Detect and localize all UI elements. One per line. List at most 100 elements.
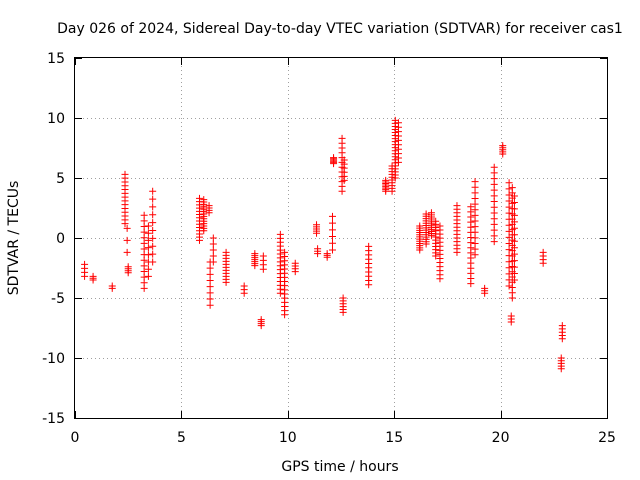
data-point xyxy=(505,209,513,217)
x-tick-label: 5 xyxy=(177,430,186,446)
data-point xyxy=(505,179,513,187)
data-point xyxy=(505,264,513,272)
data-point xyxy=(328,219,336,227)
data-point xyxy=(365,242,373,250)
data-point xyxy=(510,276,518,284)
data-point xyxy=(505,185,513,193)
plot-border xyxy=(74,57,608,419)
data-point xyxy=(206,295,214,303)
data-point xyxy=(510,237,518,245)
data-point xyxy=(539,248,547,256)
data-point xyxy=(510,257,518,265)
data-point xyxy=(200,196,208,204)
data-point xyxy=(149,211,157,219)
data-point xyxy=(510,270,518,278)
data-point xyxy=(149,195,157,203)
data-point xyxy=(108,282,116,290)
data-point xyxy=(510,198,518,206)
data-point xyxy=(281,248,289,256)
data-point xyxy=(123,236,131,244)
data-point xyxy=(471,178,479,186)
data-point xyxy=(149,258,157,266)
data-point xyxy=(144,272,152,280)
data-point xyxy=(209,258,217,266)
x-tick-label: 0 xyxy=(71,430,80,446)
data-point xyxy=(510,224,518,232)
y-tick-label: 15 xyxy=(47,51,65,67)
data-point xyxy=(149,242,157,250)
data-point xyxy=(510,192,518,200)
y-tick-label: -15 xyxy=(42,411,65,427)
data-point xyxy=(557,354,565,362)
data-point xyxy=(328,212,336,220)
data-point xyxy=(510,218,518,226)
data-point xyxy=(510,211,518,219)
data-point xyxy=(510,231,518,239)
data-point xyxy=(490,163,498,171)
data-point xyxy=(481,284,489,292)
data-point xyxy=(339,294,347,302)
data-point xyxy=(313,221,321,229)
x-tick-label: 15 xyxy=(385,430,403,446)
data-point xyxy=(257,316,265,324)
data-point xyxy=(505,258,513,266)
data-point xyxy=(205,202,213,210)
data-point xyxy=(328,246,336,254)
data-point xyxy=(507,312,515,320)
data-point xyxy=(123,248,131,256)
data-point xyxy=(206,289,214,297)
axis-ticks: 0 5 10 15 20 25 -15 -10 -5 0 5 10 15 xyxy=(42,51,616,446)
data-point xyxy=(209,234,217,242)
data-point xyxy=(505,203,513,211)
data-point xyxy=(328,239,336,247)
data-point xyxy=(206,277,214,285)
data-point xyxy=(505,221,513,229)
data-point xyxy=(144,236,152,244)
data-point xyxy=(209,240,217,248)
data-point xyxy=(328,233,336,241)
data-point xyxy=(144,244,152,252)
data-point xyxy=(259,252,267,260)
data-point xyxy=(510,244,518,252)
grid xyxy=(75,58,607,418)
data-point xyxy=(338,134,346,142)
data-point xyxy=(505,227,513,235)
data-point xyxy=(195,194,203,202)
data-point xyxy=(144,265,152,273)
data-point xyxy=(149,203,157,211)
data-point xyxy=(206,270,214,278)
data-point xyxy=(382,176,390,184)
data-point xyxy=(467,203,475,211)
data-point xyxy=(323,250,331,258)
data-point xyxy=(206,301,214,309)
data-point xyxy=(89,272,97,280)
data-point xyxy=(422,210,430,218)
data-point xyxy=(432,217,440,225)
y-tick-label: 5 xyxy=(56,171,65,187)
data-point xyxy=(206,264,214,272)
data-point xyxy=(240,282,248,290)
data-point xyxy=(427,209,435,217)
data-point xyxy=(222,248,230,256)
data-point xyxy=(499,142,507,150)
data-point xyxy=(124,263,132,271)
data-point xyxy=(510,205,518,213)
y-tick-label: -5 xyxy=(51,291,65,307)
data-point xyxy=(291,259,299,267)
x-axis-label: GPS time / hours xyxy=(281,459,398,475)
data-point xyxy=(505,246,513,254)
data-point xyxy=(340,156,348,164)
data-point xyxy=(330,154,338,162)
data-point xyxy=(209,246,217,254)
data-point xyxy=(453,202,461,210)
y-axis-label: SDTVAR / TECUs xyxy=(6,181,22,296)
y-tick-label: 10 xyxy=(47,111,65,127)
data-point xyxy=(123,224,131,232)
x-tick-label: 10 xyxy=(279,430,297,446)
data-point xyxy=(314,245,322,253)
data-point xyxy=(436,222,444,230)
y-tick-label: -10 xyxy=(42,351,65,367)
data-point xyxy=(206,283,214,291)
data-point xyxy=(558,322,566,330)
